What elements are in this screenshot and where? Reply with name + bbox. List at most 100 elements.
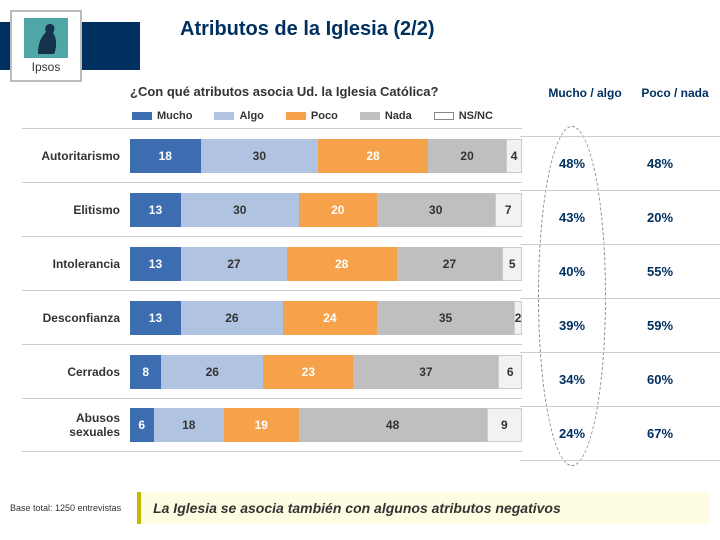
- bar-segment: 13: [130, 247, 181, 281]
- bar-segment: 35: [377, 301, 514, 335]
- grid-line: [520, 460, 720, 461]
- logo-text: Ipsos: [32, 60, 61, 74]
- legend-swatch: [214, 112, 234, 120]
- stacked-bar: 61819489: [130, 408, 522, 442]
- summary-mucho-algo: 39%: [532, 318, 612, 333]
- bar-segment: 23: [263, 355, 353, 389]
- stacked-bar: 133020307: [130, 193, 522, 227]
- summary-header-mucho-algo: Mucho / algo: [545, 86, 625, 100]
- stacked-bar: 132624352: [130, 301, 522, 335]
- legend-item: NS/NC: [434, 110, 493, 122]
- bar-segment: 18: [154, 408, 225, 442]
- bar-segment: 27: [397, 247, 503, 281]
- bar-segment: 20: [299, 193, 377, 227]
- ipsos-logo: Ipsos: [10, 10, 82, 82]
- chart-row: Desconfianza132624352: [22, 290, 522, 344]
- summary-poco-nada: 48%: [612, 156, 708, 171]
- legend-swatch: [132, 112, 152, 120]
- bar-segment: 13: [130, 193, 181, 227]
- bar-segment: 6: [498, 355, 522, 389]
- grid-line: [520, 298, 720, 299]
- bar-segment: 5: [502, 247, 522, 281]
- bar-segment: 28: [318, 139, 428, 173]
- summary-poco-nada: 59%: [612, 318, 708, 333]
- conclusion-banner: La Iglesia se asocia también con algunos…: [137, 492, 710, 524]
- bar-segment: 48: [299, 408, 487, 442]
- grid-line: [520, 190, 720, 191]
- legend-item: Nada: [360, 110, 412, 122]
- summary-row: 40%55%: [532, 244, 720, 298]
- legend-item: Poco: [286, 110, 338, 122]
- page-title: Atributos de la Iglesia (2/2): [180, 18, 435, 41]
- legend-label: Nada: [385, 110, 412, 122]
- row-label: Elitismo: [22, 203, 130, 217]
- summary-mucho-algo: 48%: [532, 156, 612, 171]
- stacked-bar: 132728275: [130, 247, 522, 281]
- summary-header-poco-nada: Poco / nada: [635, 86, 715, 100]
- bar-segment: 26: [181, 301, 283, 335]
- bar-segment: 28: [287, 247, 397, 281]
- bar-segment: 8: [130, 355, 161, 389]
- bar-segment: 7: [495, 193, 522, 227]
- summary-row: 24%67%: [532, 406, 720, 460]
- base-text: Base total: 1250 entrevistas: [10, 503, 121, 513]
- summary-headers: Mucho / algo Poco / nada: [540, 86, 720, 100]
- summary-mucho-algo: 34%: [532, 372, 612, 387]
- bar-segment: 6: [130, 408, 154, 442]
- summary-row: 48%48%: [532, 136, 720, 190]
- row-label: Autoritarismo: [22, 149, 130, 163]
- summary-mucho-algo: 40%: [532, 264, 612, 279]
- grid-line: [520, 136, 720, 137]
- legend-label: Algo: [239, 110, 263, 122]
- summary-poco-nada: 55%: [612, 264, 708, 279]
- legend-swatch: [434, 112, 454, 120]
- legend-label: Mucho: [157, 110, 192, 122]
- bar-segment: 18: [130, 139, 201, 173]
- bar-segment: 30: [377, 193, 495, 227]
- stacked-bar: 82623376: [130, 355, 522, 389]
- bar-segment: 26: [161, 355, 263, 389]
- bar-segment: 13: [130, 301, 181, 335]
- legend-swatch: [286, 112, 306, 120]
- stacked-bar-chart: MuchoAlgoPocoNadaNS/NC Autoritarismo1830…: [22, 110, 522, 452]
- stacked-bar: 183028204: [130, 139, 522, 173]
- summary-poco-nada: 60%: [612, 372, 708, 387]
- grid-line: [520, 244, 720, 245]
- bar-segment: 24: [283, 301, 377, 335]
- summary-mucho-algo: 43%: [532, 210, 612, 225]
- chart-row: Autoritarismo183028204: [22, 128, 522, 182]
- legend-swatch: [360, 112, 380, 120]
- bar-segment: 30: [181, 193, 299, 227]
- row-label: Desconfianza: [22, 311, 130, 325]
- bar-segment: 27: [181, 247, 287, 281]
- bar-segment: 9: [487, 408, 522, 442]
- row-label: Intolerancia: [22, 257, 130, 271]
- legend-item: Mucho: [132, 110, 192, 122]
- summary-row: 34%60%: [532, 352, 720, 406]
- summary-mucho-algo: 24%: [532, 426, 612, 441]
- bar-segment: 2: [514, 301, 522, 335]
- legend-label: NS/NC: [459, 110, 493, 122]
- chart-row: Intolerancia132728275: [22, 236, 522, 290]
- chart-row: Elitismo133020307: [22, 182, 522, 236]
- row-label: Abusos sexuales: [22, 411, 130, 439]
- bar-segment: 37: [353, 355, 498, 389]
- grid-line: [520, 406, 720, 407]
- summary-poco-nada: 67%: [612, 426, 708, 441]
- bar-segment: 19: [224, 408, 298, 442]
- summary-row: 43%20%: [532, 190, 720, 244]
- chart-row: Cerrados82623376: [22, 344, 522, 398]
- logo-silhouette-icon: [24, 18, 68, 58]
- survey-question: ¿Con qué atributos asocia Ud. la Iglesia…: [130, 84, 438, 99]
- legend-label: Poco: [311, 110, 338, 122]
- summary-row: 39%59%: [532, 298, 720, 352]
- legend-item: Algo: [214, 110, 263, 122]
- bar-segment: 20: [428, 139, 506, 173]
- chart-row: Abusos sexuales61819489: [22, 398, 522, 452]
- bar-segment: 30: [201, 139, 319, 173]
- bar-segment: 4: [506, 139, 522, 173]
- summary-poco-nada: 20%: [612, 210, 708, 225]
- grid-line: [520, 352, 720, 353]
- footer: Base total: 1250 entrevistas La Iglesia …: [10, 492, 710, 524]
- row-label: Cerrados: [22, 365, 130, 379]
